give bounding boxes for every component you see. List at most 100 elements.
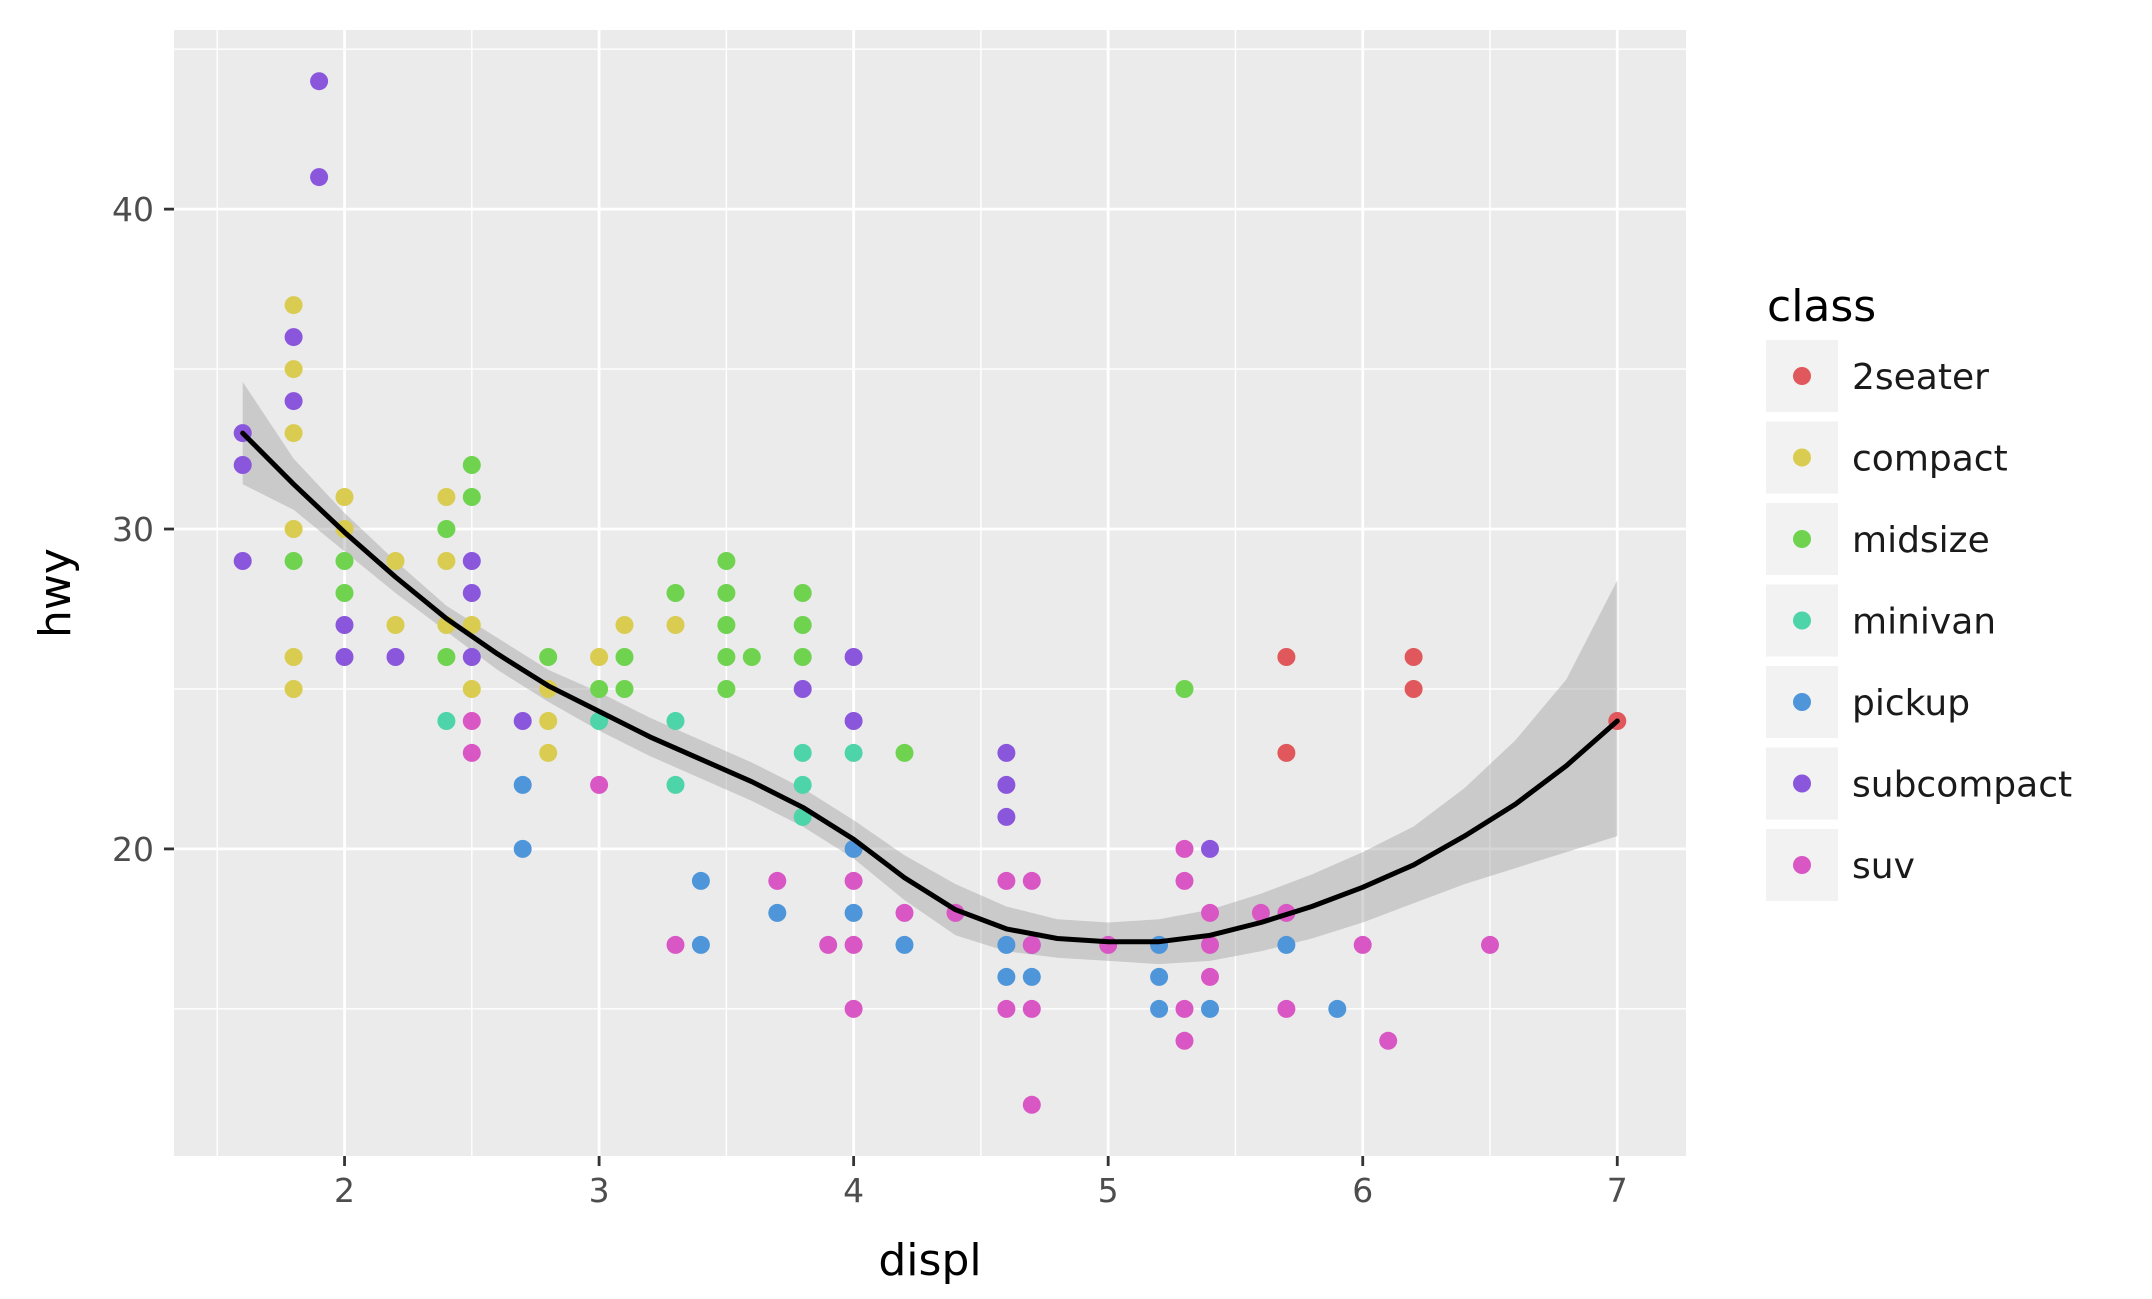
data-point-compact bbox=[386, 616, 405, 634]
data-point-minivan bbox=[666, 775, 685, 794]
data-point-suv bbox=[844, 935, 863, 954]
y-axis: 20 30 40 bbox=[112, 190, 174, 869]
legend-swatch-midsize bbox=[1793, 530, 1811, 548]
legend-label-midsize: midsize bbox=[1852, 520, 1990, 561]
x-axis: 2 3 4 5 6 7 bbox=[334, 1156, 1628, 1210]
data-point-subcompact bbox=[335, 616, 354, 634]
data-point-suv bbox=[1175, 999, 1194, 1018]
data-point-midsize bbox=[462, 456, 481, 474]
data-point-subcompact bbox=[844, 712, 863, 730]
data-point-suv bbox=[666, 935, 685, 954]
data-point-midsize bbox=[895, 743, 914, 762]
y-tick-label: 30 bbox=[112, 510, 154, 549]
data-point-suv bbox=[462, 743, 481, 762]
minor-gridlines bbox=[174, 30, 1686, 1156]
data-point-suv bbox=[1022, 871, 1041, 890]
data-point-subcompact bbox=[233, 456, 252, 474]
y-tick-label: 40 bbox=[112, 190, 154, 229]
data-point-midsize bbox=[335, 552, 354, 570]
data-point-subcompact bbox=[462, 552, 481, 570]
data-point-compact bbox=[437, 488, 456, 506]
data-point-minivan bbox=[590, 712, 609, 730]
plot-panel bbox=[174, 30, 1686, 1156]
data-point-compact bbox=[462, 616, 481, 634]
confidence-band bbox=[242, 381, 1618, 965]
data-point-suv bbox=[1022, 935, 1041, 954]
legend-swatch-minivan bbox=[1793, 611, 1811, 630]
data-point-midsize bbox=[717, 616, 736, 634]
legend-swatch-pickup bbox=[1793, 693, 1811, 711]
legend-swatch-2seater bbox=[1793, 367, 1811, 385]
data-point-subcompact bbox=[462, 584, 481, 602]
data-point-pickup bbox=[844, 903, 863, 922]
data-point-pickup bbox=[1328, 999, 1347, 1018]
data-point-suv bbox=[462, 712, 481, 730]
data-point-suv bbox=[1251, 903, 1270, 922]
data-point-suv bbox=[844, 999, 863, 1018]
data-point-suv bbox=[1175, 839, 1194, 858]
data-point-suv bbox=[1277, 999, 1296, 1018]
data-point-pickup bbox=[1022, 967, 1041, 986]
data-point-pickup bbox=[691, 935, 710, 954]
data-point-compact bbox=[284, 296, 303, 315]
data-point-subcompact bbox=[997, 807, 1016, 826]
data-point-pickup bbox=[513, 775, 532, 794]
data-point-midsize bbox=[793, 584, 812, 602]
legend-label-minivan: minivan bbox=[1852, 602, 1996, 643]
data-point-pickup bbox=[1150, 999, 1169, 1018]
x-tick-label: 7 bbox=[1607, 1171, 1628, 1210]
data-point-midsize bbox=[793, 648, 812, 666]
data-point-midsize bbox=[539, 648, 558, 666]
data-point-subcompact bbox=[310, 72, 329, 91]
data-point-midsize bbox=[717, 552, 736, 570]
data-point-suv bbox=[1353, 935, 1372, 954]
y-axis-title: hwy bbox=[30, 548, 81, 638]
data-point-midsize bbox=[742, 648, 761, 666]
data-point-compact bbox=[284, 360, 303, 379]
legend-label-subcompact: subcompact bbox=[1852, 765, 2072, 806]
data-point-suv bbox=[1175, 1031, 1194, 1050]
data-point-midsize bbox=[437, 520, 456, 538]
data-point-suv bbox=[844, 871, 863, 890]
data-point-minivan bbox=[437, 712, 456, 730]
data-point-pickup bbox=[1277, 935, 1296, 954]
smooth-line bbox=[240, 430, 1620, 945]
legend-label-suv: suv bbox=[1852, 846, 1915, 887]
data-point-pickup bbox=[997, 967, 1016, 986]
data-point-midsize bbox=[335, 584, 354, 602]
data-point-subcompact bbox=[844, 648, 863, 666]
legend-title: class bbox=[1767, 281, 1876, 332]
data-point-subcompact bbox=[284, 392, 303, 411]
data-point-compact bbox=[462, 680, 481, 698]
data-point-compact bbox=[284, 424, 303, 443]
data-point-suv bbox=[1099, 935, 1118, 954]
data-point-minivan bbox=[666, 712, 685, 730]
y-tick-label: 20 bbox=[112, 830, 154, 869]
data-point-minivan bbox=[844, 743, 863, 762]
data-point-2seater bbox=[1277, 743, 1296, 762]
data-point-suv bbox=[590, 775, 609, 794]
data-point-pickup bbox=[513, 839, 532, 858]
data-point-suv bbox=[1022, 1095, 1041, 1114]
data-point-subcompact bbox=[335, 648, 354, 666]
data-point-midsize bbox=[717, 584, 736, 602]
data-point-compact bbox=[539, 743, 558, 762]
data-point-midsize bbox=[666, 584, 685, 602]
x-tick-label: 3 bbox=[589, 1171, 610, 1210]
data-point-suv bbox=[1201, 967, 1219, 986]
data-point-subcompact bbox=[462, 648, 481, 666]
data-point-2seater bbox=[1277, 648, 1296, 666]
x-tick-label: 4 bbox=[843, 1171, 864, 1210]
data-point-pickup bbox=[1150, 967, 1169, 986]
data-point-pickup bbox=[1201, 999, 1219, 1018]
legend: 2seater compact midsize minivan pickup subcom… bbox=[1766, 340, 2072, 901]
data-point-suv bbox=[1379, 1031, 1398, 1050]
data-point-subcompact bbox=[513, 712, 532, 730]
data-point-suv bbox=[1481, 935, 1499, 954]
data-point-pickup bbox=[895, 935, 914, 954]
data-point-subcompact bbox=[284, 328, 303, 347]
legend-label-pickup: pickup bbox=[1852, 683, 1970, 724]
data-point-compact bbox=[284, 520, 303, 538]
data-point-midsize bbox=[793, 616, 812, 634]
